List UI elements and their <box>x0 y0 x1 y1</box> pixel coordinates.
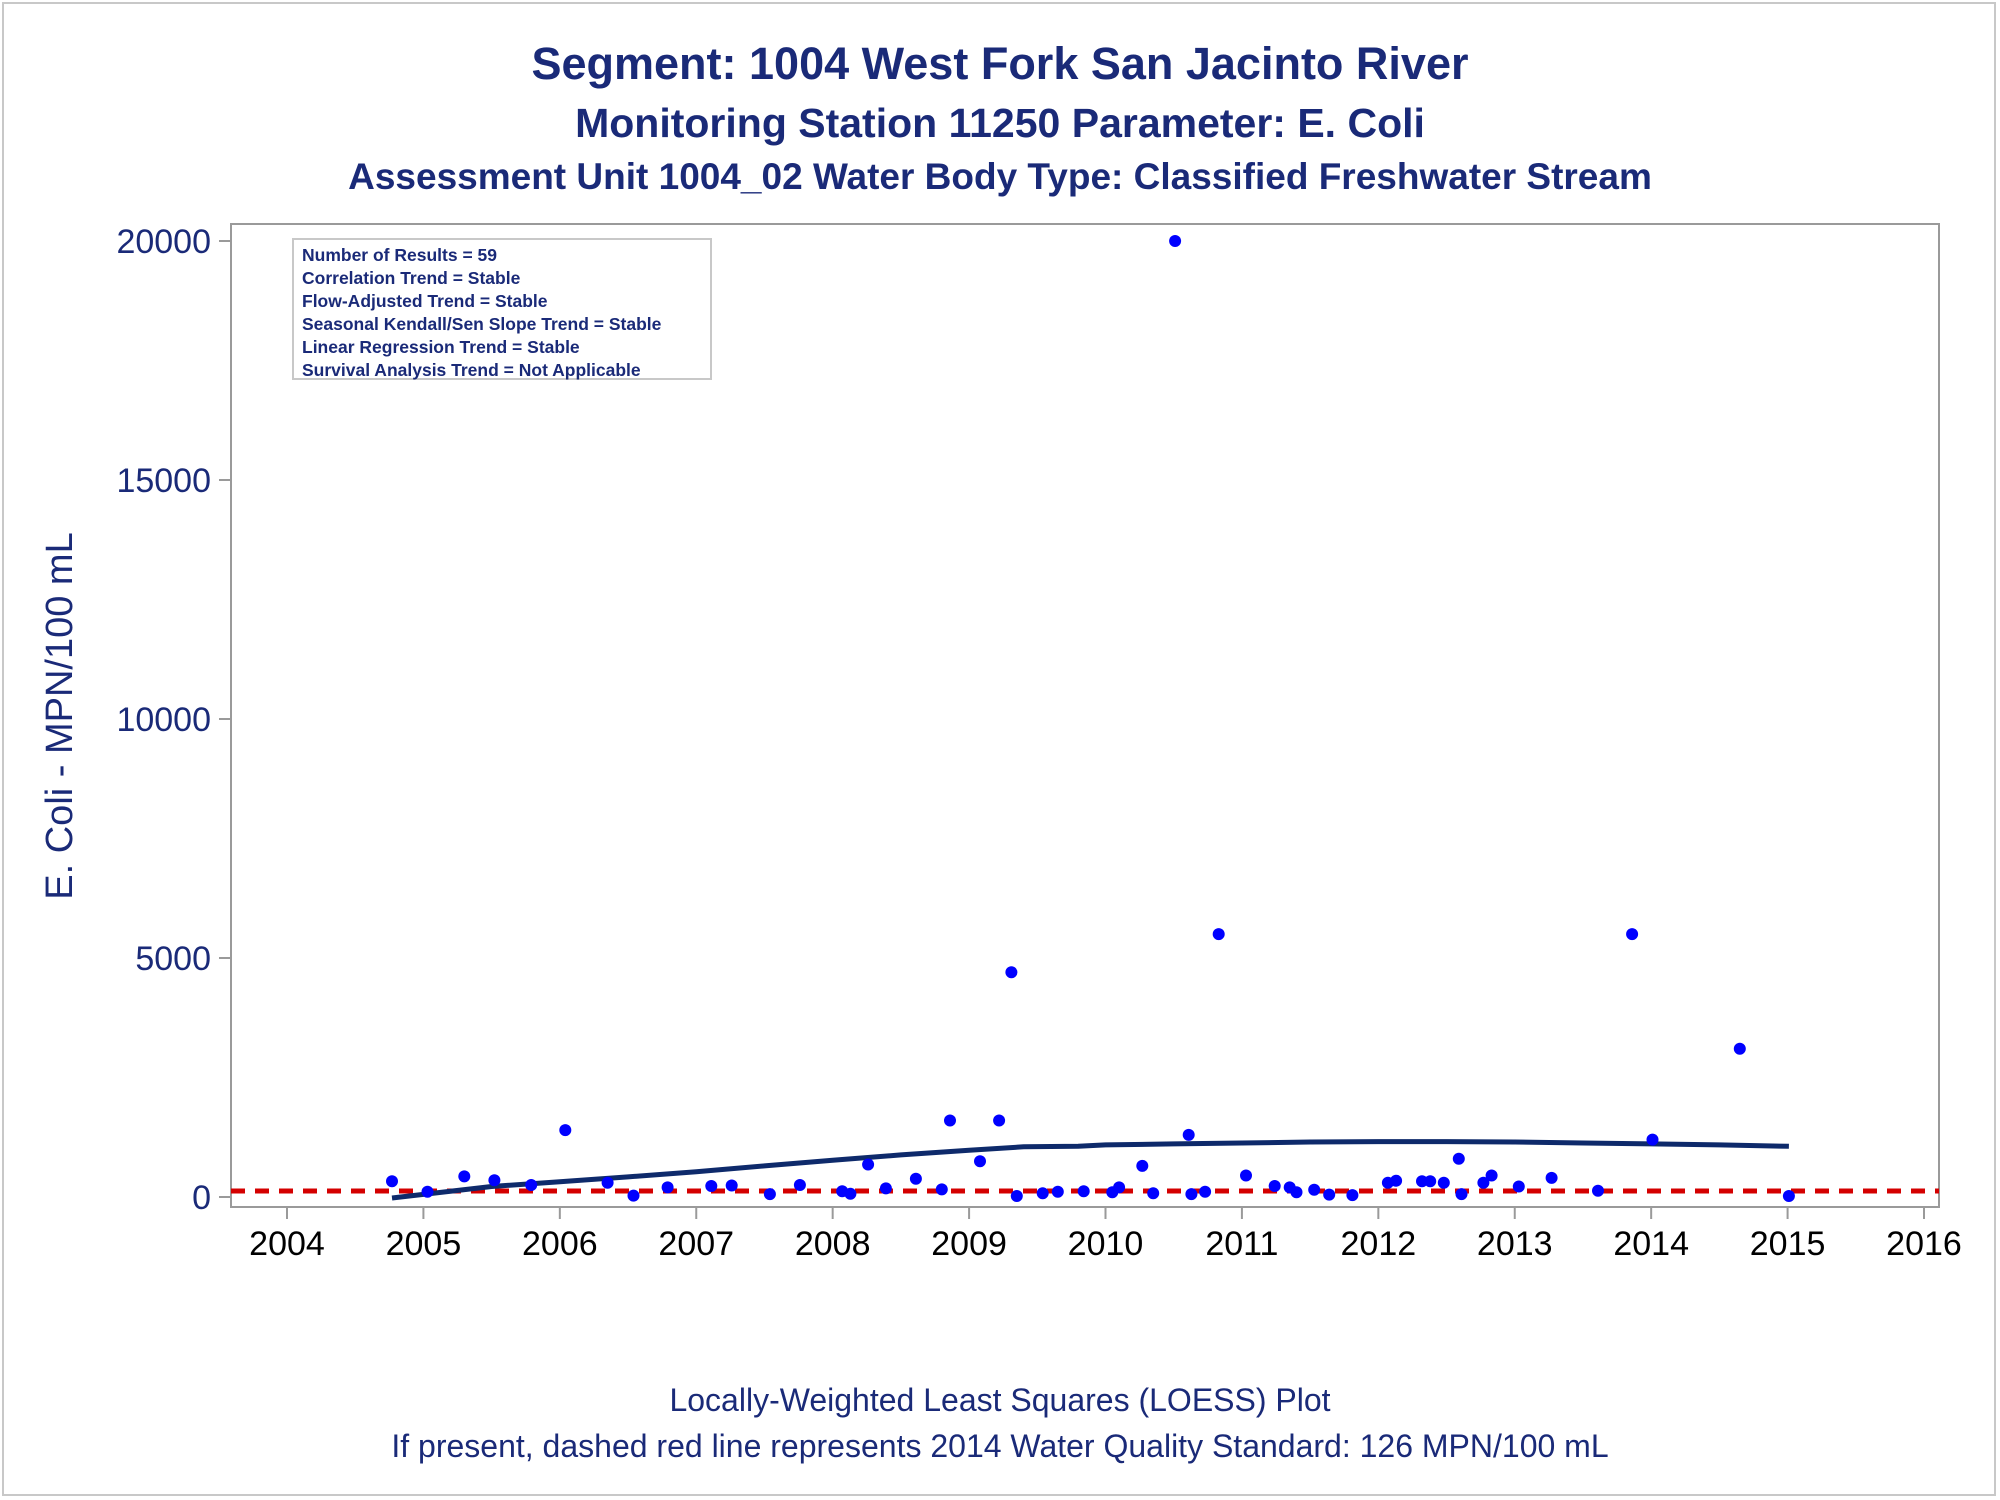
data-point <box>1182 1128 1195 1141</box>
data-point <box>1455 1188 1468 1201</box>
data-point <box>1323 1188 1336 1201</box>
data-point <box>1424 1175 1437 1188</box>
y-axis-label: E. Coli - MPN/100 mL <box>39 532 81 899</box>
data-point <box>844 1187 857 1200</box>
data-point <box>1077 1185 1090 1198</box>
data-point <box>993 1114 1006 1127</box>
data-point <box>935 1183 948 1196</box>
data-point <box>627 1189 640 1202</box>
x-tick-label: 2004 <box>249 1225 325 1263</box>
data-point <box>1512 1180 1525 1193</box>
data-point <box>661 1181 674 1194</box>
data-point <box>1416 1175 1428 1188</box>
stat-correlation-trend: Correlation Trend = Stable <box>302 268 521 288</box>
data-point <box>1147 1187 1160 1200</box>
data-point <box>705 1180 718 1192</box>
data-point <box>1169 235 1182 247</box>
data-point <box>1113 1181 1126 1194</box>
data-point <box>488 1174 501 1187</box>
footnote-standard: If present, dashed red line represents 2… <box>391 1428 1609 1464</box>
data-point <box>1199 1185 1212 1198</box>
chart-subtitle-2: Assessment Unit 1004_02 Water Body Type:… <box>348 156 1652 197</box>
chart-subtitle: Monitoring Station 11250 Parameter: E. C… <box>575 100 1425 146</box>
data-point <box>458 1170 471 1183</box>
x-tick-label: 2011 <box>1205 1225 1278 1263</box>
plot-area <box>230 223 1940 1208</box>
data-point <box>1268 1180 1281 1192</box>
stat-number-of-results: Number of Results = 59 <box>302 245 497 265</box>
data-point <box>1782 1190 1795 1202</box>
data-point <box>974 1155 986 1168</box>
data-point <box>1212 928 1225 941</box>
data-point <box>1240 1169 1252 1182</box>
data-point <box>1308 1183 1321 1196</box>
y-tick-label: 10000 <box>116 701 211 739</box>
y-tick-label: 15000 <box>116 462 211 500</box>
data-point <box>1010 1190 1023 1202</box>
data-point <box>1437 1176 1450 1189</box>
data-point <box>1477 1176 1490 1189</box>
data-point <box>944 1114 956 1127</box>
x-tick-label: 2006 <box>522 1225 598 1263</box>
data-point <box>1485 1169 1498 1182</box>
data-point <box>421 1185 434 1198</box>
data-point <box>793 1179 806 1191</box>
footnote-loess: Locally-Weighted Least Squares (LOESS) P… <box>669 1382 1331 1418</box>
loess-line <box>391 1139 1789 1201</box>
x-tick-label: 2010 <box>1068 1225 1144 1263</box>
x-tick-label: 2007 <box>658 1225 734 1263</box>
data-point <box>601 1176 614 1189</box>
data-point <box>1626 928 1639 941</box>
data-point <box>559 1124 572 1137</box>
data-point <box>879 1182 892 1195</box>
data-point <box>1346 1189 1359 1202</box>
data-point <box>1390 1174 1403 1187</box>
data-point <box>386 1175 398 1188</box>
data-point <box>1545 1171 1558 1184</box>
data-point <box>1290 1186 1303 1199</box>
trend-stats-box: Number of Results = 59 Correlation Trend… <box>292 238 712 380</box>
data-point <box>862 1158 875 1171</box>
chart-title: Segment: 1004 West Fork San Jacinto Rive… <box>531 38 1469 89</box>
data-point <box>1036 1187 1049 1200</box>
data-point <box>763 1188 776 1201</box>
x-tick-label: 2009 <box>931 1225 1007 1263</box>
y-tick-label: 5000 <box>135 940 211 978</box>
data-point <box>1592 1184 1604 1197</box>
data-point <box>525 1179 538 1191</box>
data-point <box>1185 1188 1198 1201</box>
data-point <box>1733 1042 1746 1055</box>
stat-seasonal-kendall-trend: Seasonal Kendall/Sen Slope Trend = Stabl… <box>302 314 662 334</box>
data-point <box>1051 1185 1064 1198</box>
y-tick-label: 0 <box>192 1179 211 1217</box>
x-tick-label: 2012 <box>1341 1225 1417 1263</box>
x-tick-label: 2013 <box>1477 1225 1553 1263</box>
x-tick-label: 2008 <box>795 1225 871 1263</box>
stat-linear-regression-trend: Linear Regression Trend = Stable <box>302 337 580 357</box>
x-tick-label: 2005 <box>386 1225 462 1263</box>
data-point <box>1005 966 1018 979</box>
x-tick-label: 2016 <box>1886 1225 1962 1263</box>
y-tick-label: 20000 <box>116 223 211 261</box>
data-point <box>1452 1152 1465 1165</box>
x-tick-label: 2014 <box>1613 1225 1689 1263</box>
data-point <box>909 1172 922 1185</box>
data-point <box>1646 1133 1659 1146</box>
data-point <box>725 1179 738 1192</box>
stat-survival-analysis-trend: Survival Analysis Trend = Not Applicable <box>302 360 641 380</box>
stat-flow-adjusted-trend: Flow-Adjusted Trend = Stable <box>302 291 548 311</box>
x-tick-label: 2015 <box>1750 1225 1826 1263</box>
data-point <box>1136 1159 1149 1172</box>
